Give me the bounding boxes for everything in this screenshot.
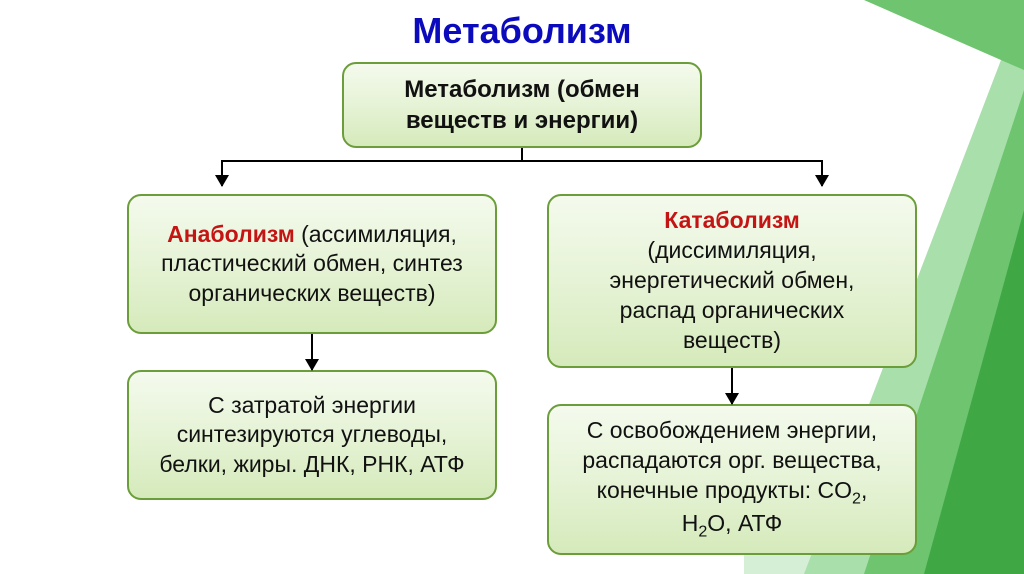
root-text: Метаболизм (обмен веществ и энергии)	[404, 76, 640, 134]
right-column: Катаболизм (диссимиляция, энергетический…	[547, 194, 917, 554]
anabolism-term: Анаболизм	[167, 221, 295, 247]
catabolism-desc: (диссимиляция, энергетический обмен, рас…	[610, 237, 855, 353]
connector-left	[311, 334, 313, 370]
left-column: Анаболизм (ассимиляция, пластический обм…	[127, 194, 497, 554]
catabolism-result-box: С освобождением энергии, распадаются орг…	[547, 404, 917, 555]
catabolism-term: Катаболизм	[664, 207, 799, 233]
catabolism-box: Катаболизм (диссимиляция, энергетический…	[547, 194, 917, 367]
anabolism-result: С затратой энергии синтезируются углевод…	[151, 391, 473, 481]
catabolism-result: С освобождением энергии, распадаются орг…	[571, 416, 893, 543]
arrow-down-icon	[311, 334, 313, 370]
connector-right	[731, 368, 733, 404]
anabolism-box: Анаболизм (ассимиляция, пластический обм…	[127, 194, 497, 334]
arrow-down-icon	[731, 368, 733, 404]
split-connector	[127, 148, 917, 186]
anabolism-result-box: С затратой энергии синтезируются углевод…	[127, 370, 497, 500]
diagram-content: Метаболизм Метаболизм (обмен веществ и э…	[0, 0, 1024, 555]
root-box: Метаболизм (обмен веществ и энергии)	[342, 62, 702, 148]
columns: Анаболизм (ассимиляция, пластический обм…	[60, 194, 984, 554]
page-title: Метаболизм	[60, 10, 984, 52]
